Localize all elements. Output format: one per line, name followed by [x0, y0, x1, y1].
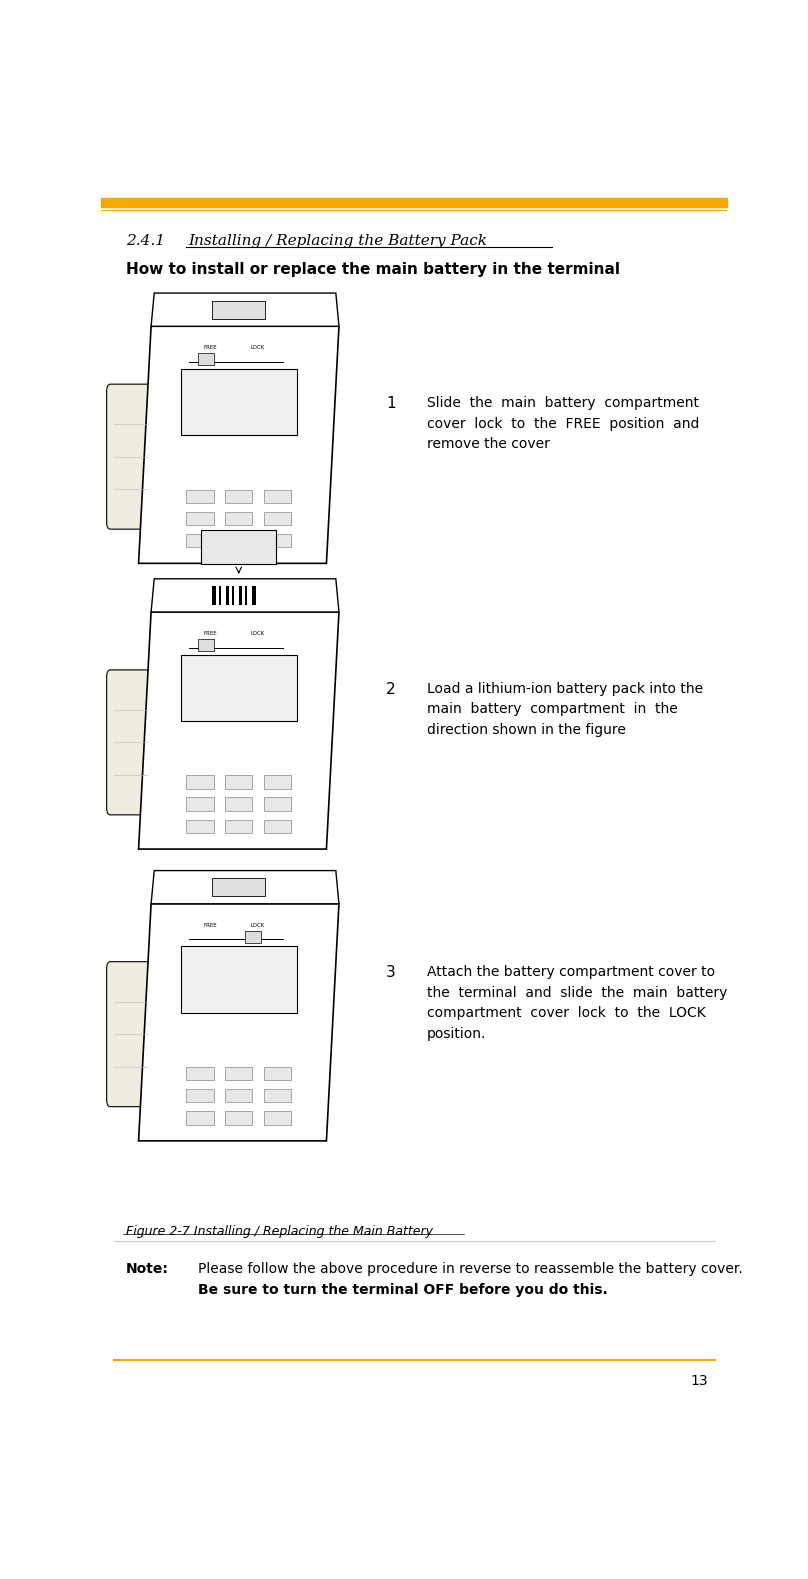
Bar — [219, 586, 221, 605]
FancyBboxPatch shape — [107, 384, 155, 529]
Text: LOCK: LOCK — [250, 632, 265, 636]
Bar — [187, 489, 213, 502]
Bar — [264, 1112, 291, 1124]
Bar — [264, 820, 291, 832]
Bar — [264, 489, 291, 502]
Text: 2.4.1: 2.4.1 — [126, 234, 165, 248]
Bar — [180, 369, 297, 436]
Bar — [180, 946, 297, 1012]
Bar — [264, 534, 291, 546]
Bar — [246, 586, 247, 605]
Bar — [187, 775, 213, 788]
Bar — [264, 775, 291, 788]
Bar — [264, 797, 291, 810]
Polygon shape — [151, 870, 339, 903]
Text: Be sure to turn the terminal OFF before you do this.: Be sure to turn the terminal OFF before … — [198, 1282, 608, 1296]
Bar — [101, 197, 727, 207]
Text: 3: 3 — [386, 965, 396, 981]
Bar — [264, 512, 291, 524]
Bar — [213, 586, 217, 605]
Text: LOCK: LOCK — [250, 922, 265, 927]
FancyBboxPatch shape — [107, 962, 155, 1107]
Bar — [232, 586, 234, 605]
Bar — [187, 797, 213, 810]
Bar — [180, 655, 297, 722]
Bar — [264, 1090, 291, 1102]
Bar — [198, 639, 213, 651]
Bar — [225, 797, 252, 810]
Polygon shape — [139, 613, 339, 850]
Bar — [245, 930, 261, 943]
Bar — [225, 1090, 252, 1102]
Polygon shape — [151, 579, 339, 613]
FancyBboxPatch shape — [107, 669, 155, 815]
Text: Load a lithium-ion battery pack into the
main  battery  compartment  in  the
dir: Load a lithium-ion battery pack into the… — [427, 682, 703, 737]
Bar — [225, 534, 252, 546]
Bar — [225, 586, 229, 605]
Text: FREE: FREE — [204, 922, 217, 927]
Bar — [225, 1067, 252, 1080]
Bar — [239, 586, 242, 605]
Bar — [225, 1112, 252, 1124]
Bar — [187, 820, 213, 832]
Text: LOCK: LOCK — [250, 346, 265, 351]
Bar — [225, 489, 252, 502]
Text: 13: 13 — [691, 1374, 709, 1388]
Text: Please follow the above procedure in reverse to reassemble the battery cover.: Please follow the above procedure in rev… — [198, 1262, 743, 1276]
Bar — [264, 1067, 291, 1080]
Text: Slide  the  main  battery  compartment
cover  lock  to  the  FREE  position  and: Slide the main battery compartment cover… — [427, 396, 699, 452]
Text: Note:: Note: — [126, 1262, 169, 1276]
Bar — [252, 586, 255, 605]
Polygon shape — [151, 294, 339, 327]
Bar — [187, 1090, 213, 1102]
Text: Figure 2-7 Installing / Replacing the Main Battery: Figure 2-7 Installing / Replacing the Ma… — [126, 1225, 433, 1238]
Bar — [198, 354, 213, 365]
Bar — [187, 512, 213, 524]
Text: Attach the battery compartment cover to
the  terminal  and  slide  the  main  ba: Attach the battery compartment cover to … — [427, 965, 727, 1041]
Bar — [225, 820, 252, 832]
Polygon shape — [139, 327, 339, 564]
Bar — [187, 1112, 213, 1124]
Bar — [213, 300, 265, 319]
Text: 1: 1 — [386, 396, 396, 411]
Bar — [225, 512, 252, 524]
Text: Installing / Replacing the Battery Pack: Installing / Replacing the Battery Pack — [189, 234, 488, 248]
Bar — [187, 534, 213, 546]
Bar — [213, 878, 265, 897]
Bar — [187, 1067, 213, 1080]
Text: 2: 2 — [386, 682, 396, 696]
Text: How to install or replace the main battery in the terminal: How to install or replace the main batte… — [126, 262, 620, 278]
Bar — [225, 775, 252, 788]
Polygon shape — [139, 903, 339, 1142]
Text: FREE: FREE — [204, 632, 217, 636]
Text: FREE: FREE — [204, 346, 217, 351]
Bar — [201, 531, 276, 564]
